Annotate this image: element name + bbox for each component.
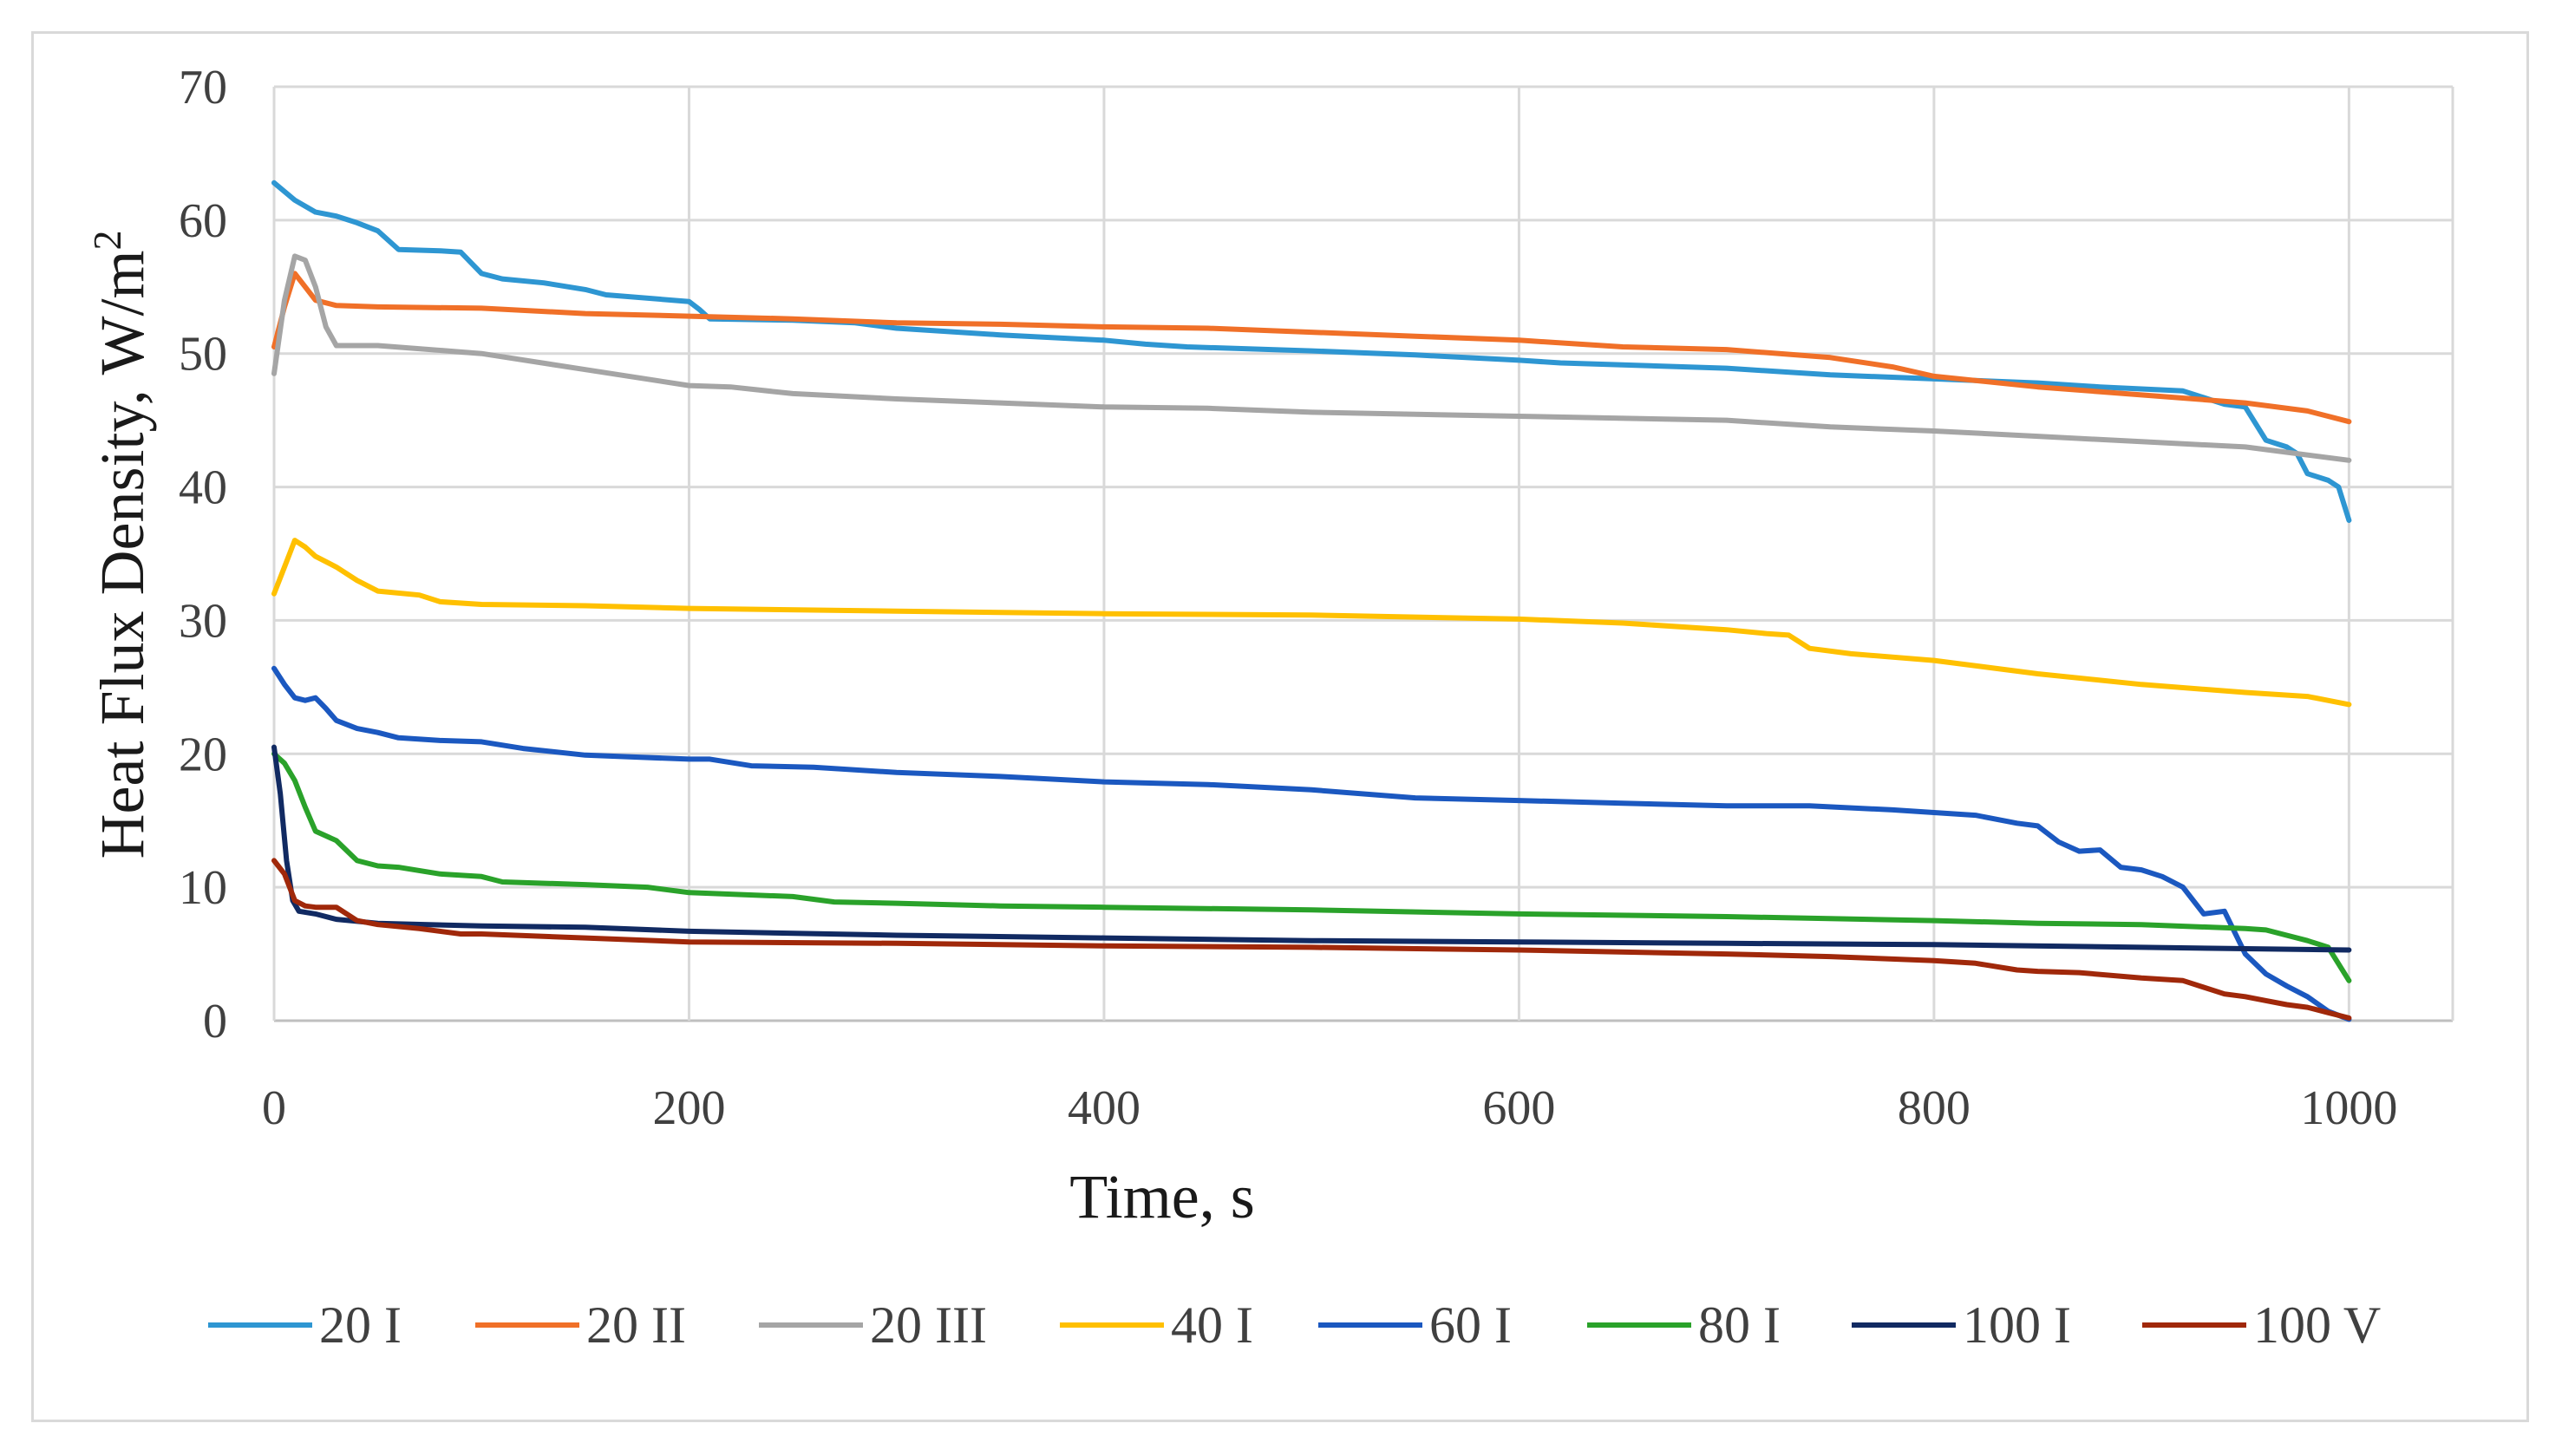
y-tick-label: 30 [179, 594, 227, 648]
y-tick-label: 20 [179, 728, 227, 781]
x-tick-labels: 0 200 400 600 800 1000 [262, 1081, 2397, 1135]
y-axis-title-superscript: 2 [85, 231, 129, 251]
chart-frame [31, 31, 2529, 1422]
series-line-20-iii [271, 253, 2352, 463]
x-tick-label: 200 [652, 1081, 725, 1135]
gridlines [272, 85, 2454, 1022]
y-tick-label: 40 [179, 461, 227, 515]
y-tick-label: 70 [179, 61, 227, 114]
legend-label: 100 I [1963, 1296, 2071, 1354]
legend-label: 60 I [1429, 1296, 1512, 1354]
x-tick-label: 1000 [2300, 1081, 2397, 1135]
series-line-100-v [271, 858, 2352, 1021]
series-lines [271, 180, 2352, 1022]
y-axis-title: Heat Flux Density, W/m2 [85, 231, 157, 859]
series-line-100-i [271, 744, 2352, 953]
series-line-20-ii [271, 271, 2352, 425]
y-axis-title-base: Heat Flux Density, W/m [88, 251, 157, 859]
legend-label: 20 I [319, 1296, 402, 1354]
series-line-40-i [271, 538, 2352, 708]
series-line-80-i [271, 751, 2352, 983]
legend-label: 80 I [1698, 1296, 1781, 1354]
y-tick-label: 10 [179, 861, 227, 915]
legend-label: 100 V [2253, 1296, 2381, 1354]
x-tick-label: 0 [262, 1081, 286, 1135]
legend-label: 40 I [1171, 1296, 1253, 1354]
y-tick-labels: 0 10 20 30 40 50 60 70 [179, 61, 227, 1048]
y-tick-label: 50 [179, 328, 227, 382]
y-tick-label: 60 [179, 194, 227, 248]
x-axis-title: Time, s [1069, 1162, 1254, 1231]
y-tick-label: 0 [203, 995, 227, 1048]
series-line-60-i [271, 665, 2352, 1022]
x-tick-label: 800 [1898, 1081, 1971, 1135]
legend-label: 20 II [586, 1296, 686, 1354]
legend-label: 20 III [870, 1296, 987, 1354]
series-line-20-i [271, 180, 2352, 523]
legend: 20 I 20 II 20 III 40 I 60 I 80 I 100 I 100 V [208, 1296, 2381, 1354]
x-tick-label: 400 [1068, 1081, 1140, 1135]
x-tick-label: 600 [1482, 1081, 1555, 1135]
